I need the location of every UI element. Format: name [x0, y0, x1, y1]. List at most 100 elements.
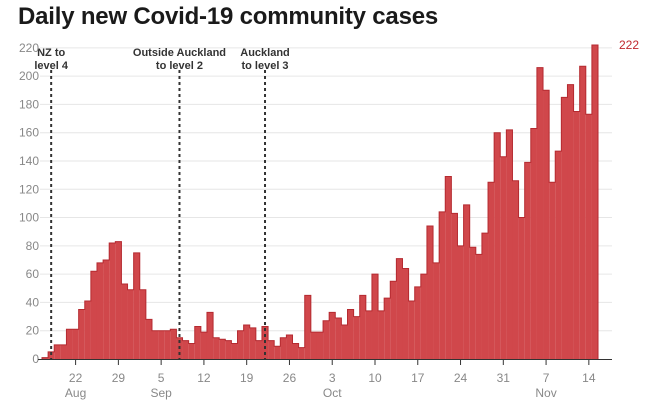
bar — [567, 84, 574, 359]
bar — [481, 233, 489, 359]
bar — [512, 180, 519, 359]
bar — [543, 90, 550, 359]
x-tick-label: 17 — [411, 371, 425, 385]
bar — [158, 330, 165, 359]
bar — [243, 325, 250, 359]
bar — [170, 329, 177, 359]
bar — [286, 334, 293, 359]
bar — [182, 340, 189, 359]
bar — [433, 262, 440, 359]
y-tick-label: 140 — [19, 154, 39, 168]
bar — [219, 339, 226, 359]
bar — [555, 151, 562, 359]
bar — [90, 271, 98, 359]
bar — [84, 301, 91, 359]
bar — [445, 176, 452, 359]
y-tick-label: 0 — [32, 352, 39, 366]
bar — [494, 132, 501, 359]
bar — [54, 344, 61, 359]
bar — [274, 346, 281, 359]
bar — [42, 357, 49, 359]
bar — [96, 262, 104, 359]
bar — [451, 213, 458, 359]
y-tick-label: 20 — [26, 324, 40, 338]
event-marker-label: NZ to — [37, 47, 65, 59]
bar — [200, 332, 208, 359]
bar — [280, 337, 287, 359]
bar — [426, 226, 434, 359]
event-marker-label: level 4 — [34, 60, 69, 72]
month-label: Aug — [65, 386, 86, 400]
bar — [115, 241, 122, 359]
bar — [145, 319, 153, 359]
x-tick-label: 29 — [112, 371, 126, 385]
bar — [359, 295, 366, 359]
y-tick-label: 160 — [19, 126, 39, 140]
bar — [396, 258, 403, 359]
bar — [72, 329, 79, 359]
bar — [347, 309, 354, 359]
bar — [298, 347, 305, 359]
bar — [121, 284, 128, 359]
y-tick-label: 120 — [19, 182, 39, 196]
bars — [41, 44, 599, 359]
bar — [109, 243, 116, 359]
month-label: Sep — [150, 386, 172, 400]
bar — [60, 344, 67, 359]
bar — [518, 217, 525, 359]
bar — [304, 295, 311, 359]
bar — [66, 329, 73, 359]
bar — [316, 332, 324, 359]
bar — [213, 337, 220, 359]
month-label: Oct — [323, 386, 342, 400]
y-tick-label: 40 — [26, 295, 40, 309]
bar — [206, 312, 214, 359]
event-marker-label: Auckland — [240, 47, 290, 59]
bar — [335, 317, 342, 359]
x-tick-label: 10 — [368, 371, 382, 385]
y-tick-label: 100 — [19, 211, 39, 225]
bar — [194, 326, 201, 359]
bar — [384, 298, 391, 359]
bar — [323, 320, 330, 359]
month-label: Nov — [535, 386, 556, 400]
bar — [127, 289, 134, 359]
bar — [103, 259, 110, 359]
y-tick-label: 60 — [26, 267, 40, 281]
x-tick-label: 26 — [283, 371, 297, 385]
bar — [164, 330, 171, 359]
bar — [536, 67, 544, 359]
x-tick-label: 5 — [158, 371, 165, 385]
bar — [549, 182, 556, 359]
bar — [408, 301, 415, 359]
event-marker-label: to level 2 — [156, 60, 203, 72]
bar — [329, 312, 336, 359]
bar — [225, 340, 232, 359]
bar — [457, 245, 464, 359]
bar — [506, 129, 513, 359]
bar — [371, 274, 379, 359]
bar — [231, 343, 238, 359]
bar — [579, 66, 586, 359]
x-tick-label: 31 — [497, 371, 511, 385]
bar — [292, 343, 299, 359]
bar — [341, 325, 348, 359]
x-tick-label: 3 — [329, 371, 336, 385]
y-tick-label: 180 — [19, 97, 39, 111]
bar — [78, 309, 85, 359]
bar — [420, 274, 427, 359]
bar — [585, 114, 592, 359]
bar — [365, 310, 372, 359]
bar — [475, 254, 482, 359]
bar — [591, 45, 599, 359]
bar — [561, 97, 568, 359]
y-tick-label: 220 — [19, 41, 39, 55]
x-tick-label: 7 — [543, 371, 550, 385]
bar — [469, 247, 476, 359]
event-marker-label: Outside Auckland — [133, 47, 226, 59]
bar — [188, 343, 195, 359]
event-marker-label: to level 3 — [241, 60, 288, 72]
bar — [48, 351, 55, 359]
